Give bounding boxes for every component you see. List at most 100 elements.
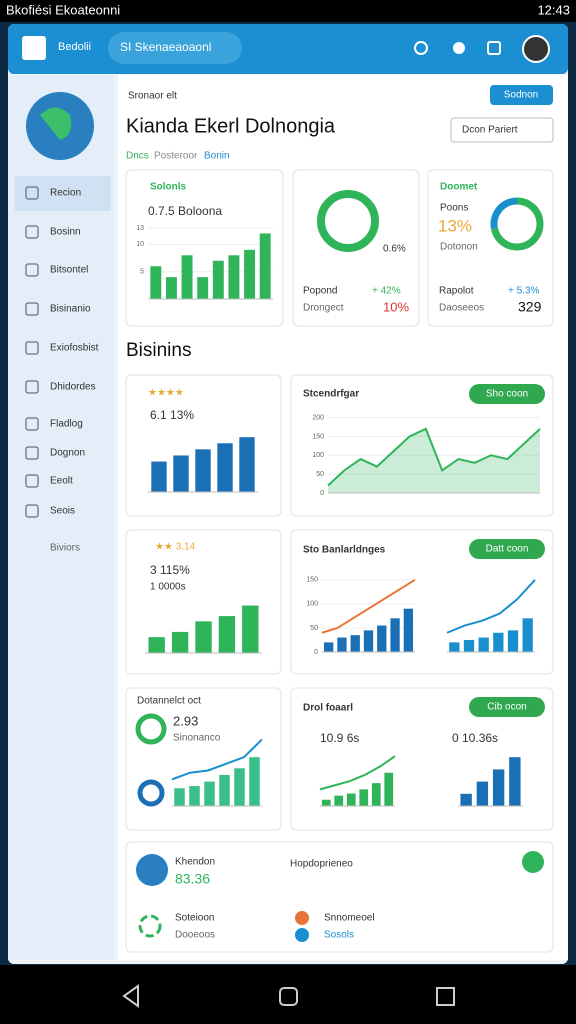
status-bar <box>0 0 576 22</box>
tab[interactable]: Posteroor <box>154 151 198 162</box>
card-subtitle: Sinonanco <box>173 733 221 744</box>
bar <box>522 618 533 652</box>
area <box>328 428 540 493</box>
icon <box>138 914 162 938</box>
rating: ★★★★ <box>148 388 184 399</box>
bar <box>321 799 331 806</box>
bar <box>174 788 185 806</box>
bar <box>165 277 177 299</box>
nav-icon <box>25 474 39 488</box>
nav-icon <box>25 225 39 239</box>
brand: Bedolii <box>58 41 91 53</box>
card-button-label: Cib ocon <box>487 702 526 713</box>
stat-label: Rapolot <box>439 286 474 297</box>
nav-icon <box>25 186 39 200</box>
bottom-value: 83.36 <box>175 871 210 887</box>
action-button[interactable] <box>490 85 553 105</box>
bar <box>219 774 230 806</box>
home-button[interactable] <box>279 987 298 1006</box>
bar <box>449 642 460 652</box>
card <box>125 169 284 327</box>
user-icon[interactable] <box>453 42 465 54</box>
card-title: Sto Banlarldnges <box>303 545 386 556</box>
bar <box>334 795 344 806</box>
nav-item[interactable]: Seois <box>50 506 75 517</box>
bar <box>171 631 189 653</box>
y-tick-label: 100 <box>306 601 318 608</box>
dropdown[interactable] <box>450 117 554 143</box>
card-button[interactable] <box>469 384 545 404</box>
nav-item[interactable]: Bosinn <box>50 227 81 238</box>
nav-icon <box>25 446 39 460</box>
card-button-label: Sho coon <box>486 389 528 400</box>
bar <box>249 757 260 806</box>
nav-icon <box>25 341 39 355</box>
rating: ★★ 3.14 <box>155 542 196 553</box>
tab[interactable]: Dncs <box>126 151 149 162</box>
action-label: Sodnon <box>504 90 538 101</box>
stat-label: Daoseeos <box>439 303 484 314</box>
search[interactable] <box>108 32 242 64</box>
bottom-title: Khendon <box>175 857 215 868</box>
bar <box>350 635 360 652</box>
recent-button[interactable] <box>436 987 455 1006</box>
donut-segment <box>490 197 544 251</box>
y-tick-label: 100 <box>312 452 324 459</box>
globe <box>136 854 168 886</box>
card-title: Stcendrfgar <box>303 389 359 400</box>
nav-item[interactable]: Bisinanio <box>50 304 91 315</box>
bar <box>390 618 400 652</box>
nav-icon <box>25 263 39 277</box>
bottom-item: Sosols <box>324 930 354 941</box>
search-text: SI Skenaeaoaonl <box>120 40 211 54</box>
card <box>427 169 554 327</box>
tab[interactable]: Bonin <box>204 151 230 162</box>
bar <box>463 639 475 652</box>
dropdown-label: Dcon Pariert <box>462 125 518 136</box>
search-icon[interactable] <box>414 41 428 55</box>
nav-item[interactable]: Dhidordes <box>50 382 96 393</box>
nav-icon <box>25 417 39 431</box>
bar <box>189 786 200 806</box>
line <box>327 427 541 487</box>
card-title: Drol foaarl <box>303 703 353 714</box>
y-tick-label: 5 <box>140 269 144 276</box>
action-icon[interactable] <box>522 851 544 873</box>
card-button[interactable] <box>469 539 545 559</box>
bottom-item: Snnomeoel <box>324 913 375 924</box>
y-tick-label: 50 <box>310 625 318 632</box>
line <box>446 579 536 634</box>
logo <box>22 36 46 60</box>
msg-icon[interactable] <box>487 41 501 55</box>
bar <box>228 255 240 299</box>
bar <box>204 781 215 806</box>
stat-value: 329 <box>518 299 542 315</box>
nav-item[interactable]: Exiofosbist <box>50 343 99 354</box>
sidebar <box>8 75 114 960</box>
bar <box>195 449 211 492</box>
card-value: 3 115% <box>150 563 190 577</box>
nav-item[interactable]: Eeolt <box>50 476 73 487</box>
nav-item[interactable]: Recion <box>50 188 81 199</box>
avatar[interactable] <box>522 35 550 63</box>
card <box>290 374 554 517</box>
line <box>171 738 263 781</box>
stat-change: + 5.3% <box>508 286 540 297</box>
bar <box>403 608 414 652</box>
nav-item[interactable]: Dognon <box>50 448 85 459</box>
nav-icon <box>25 302 39 316</box>
bar <box>493 632 504 652</box>
nav-item[interactable]: Fladlog <box>50 419 83 430</box>
back-button[interactable] <box>122 984 139 1008</box>
card-button[interactable] <box>469 697 545 717</box>
bar <box>181 255 193 299</box>
nav-item[interactable]: Bitsontel <box>50 265 88 276</box>
y-tick-label: 200 <box>312 414 324 421</box>
bottom-item: Soteioon <box>175 913 214 924</box>
card-title: Doomet <box>440 182 478 193</box>
bar <box>150 266 162 299</box>
bar <box>476 781 489 806</box>
y-tick-label: 0 <box>320 490 324 497</box>
dot <box>295 911 309 925</box>
bar <box>478 637 489 652</box>
